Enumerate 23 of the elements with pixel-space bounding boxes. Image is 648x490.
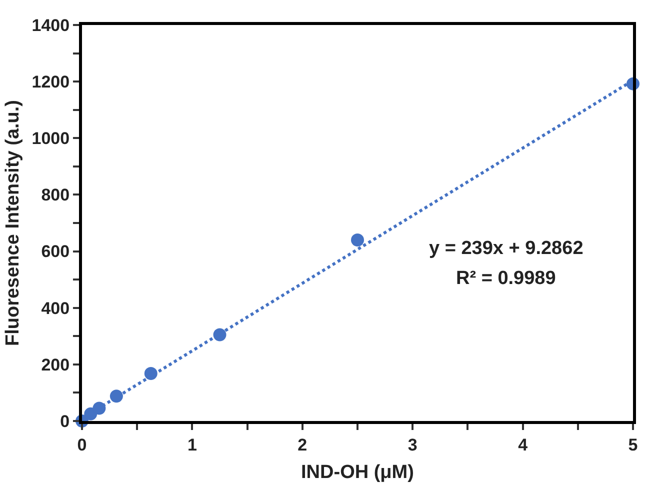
x-axis-title: IND-OH (μM) <box>301 462 414 484</box>
y-tick-label: 800 <box>41 186 70 205</box>
x-tick-label: 4 <box>518 435 528 454</box>
point <box>351 233 364 246</box>
point <box>92 402 106 415</box>
annotation: R² = 0.9989 <box>456 268 556 289</box>
annotation: y = 239x + 9.2862 <box>429 238 584 259</box>
point <box>110 390 123 403</box>
y-tick-label: 1000 <box>32 129 70 148</box>
y-tick-label: 1400 <box>32 16 70 35</box>
point <box>144 366 158 380</box>
point <box>213 328 226 342</box>
y-tick-label: 400 <box>41 298 70 318</box>
x-tick-label: 1 <box>187 435 197 454</box>
y-axis-title: Fluoresence Intensity (a.u.) <box>2 100 24 346</box>
y-tick-label: 0 <box>60 412 70 431</box>
x-tick-label: 5 <box>628 435 638 454</box>
x-tick-label: 3 <box>408 435 418 454</box>
y-tick-label: 1200 <box>32 72 70 92</box>
y-tick-label: 200 <box>41 355 70 374</box>
x-tick-label: 2 <box>298 435 308 454</box>
y-tick-label: 600 <box>41 242 70 262</box>
x-tick-label: 0 <box>77 435 87 454</box>
